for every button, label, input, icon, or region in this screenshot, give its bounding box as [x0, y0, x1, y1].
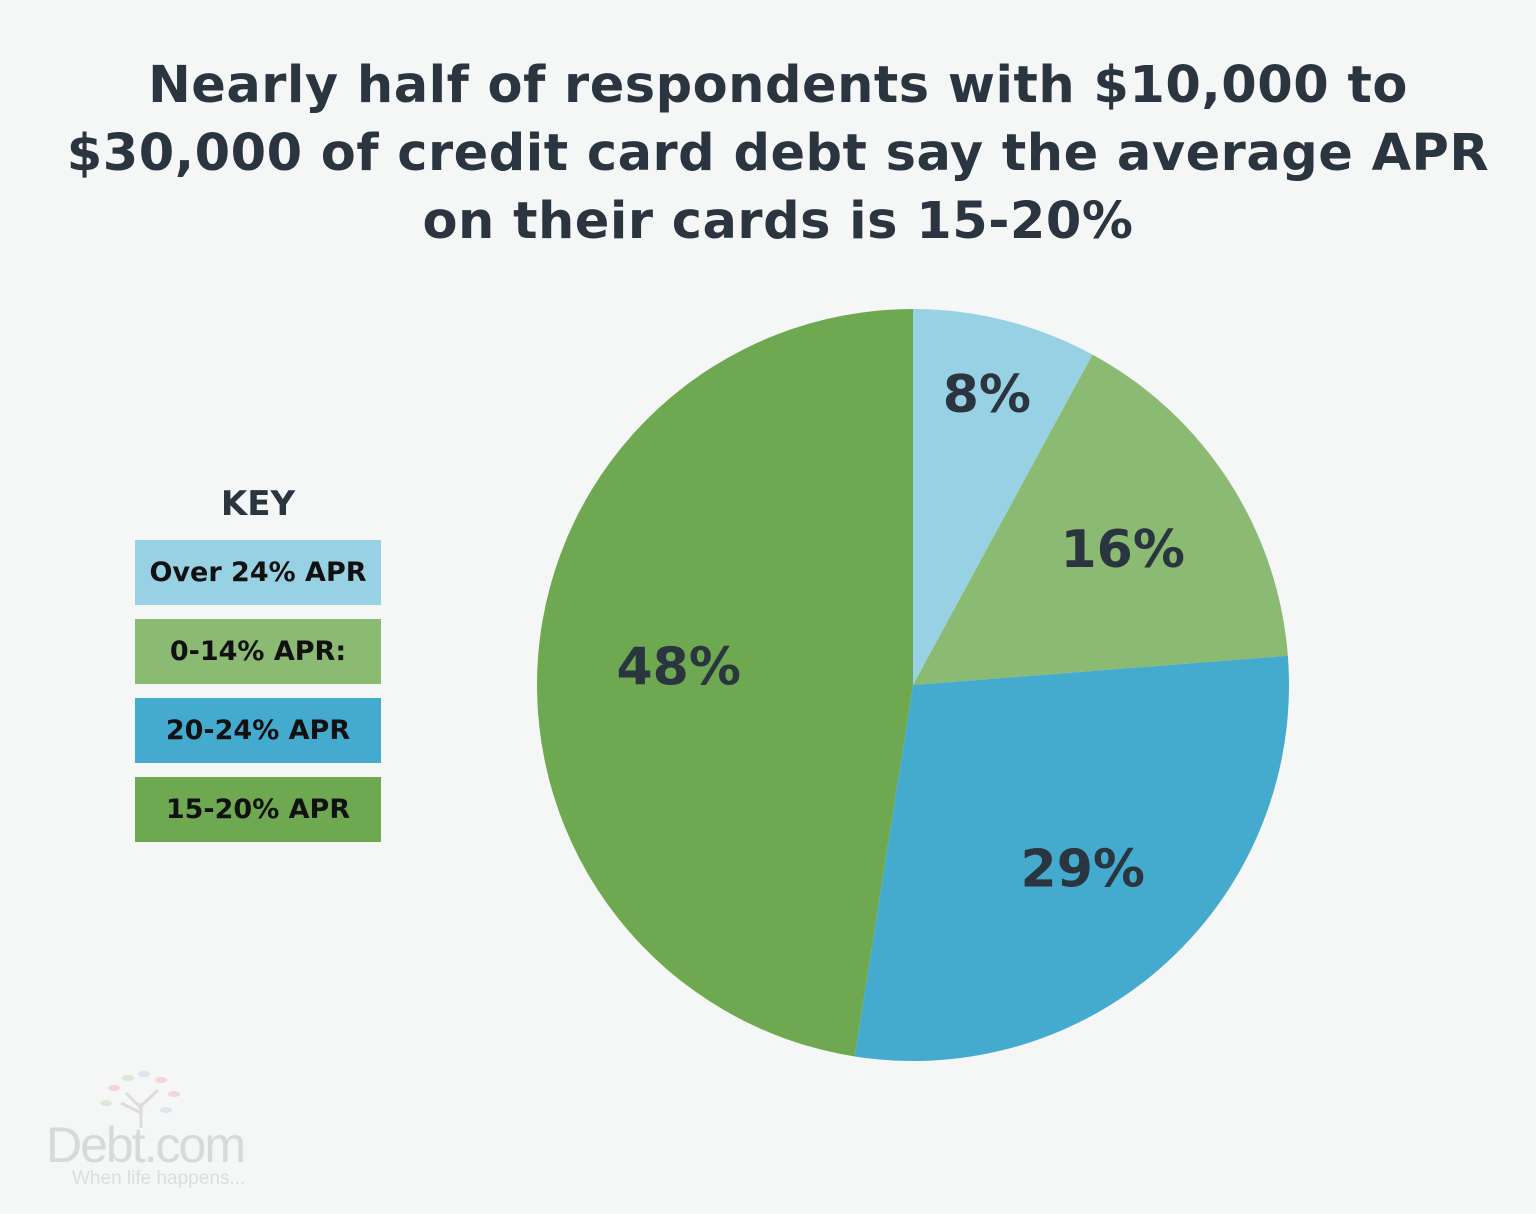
- pie-slice: [854, 655, 1290, 1061]
- pie-slice: [913, 309, 1093, 685]
- pie-slice: [537, 309, 913, 1057]
- logo-wordmark: Debt.com: [46, 1117, 246, 1173]
- legend-title: KEY: [220, 484, 296, 524]
- legend-item: 20-24% APR: [135, 698, 381, 763]
- legend-item: 0-14% APR:: [135, 619, 381, 684]
- legend-item: Over 24% APR: [135, 540, 381, 605]
- debt-com-logo: Debt.com When life happens...: [46, 1068, 296, 1198]
- pie-slice: [913, 354, 1288, 685]
- tree-icon: [100, 1071, 180, 1128]
- slice-label: 8%: [943, 365, 1031, 425]
- slice-label: 29%: [1021, 840, 1145, 900]
- slice-label: 16%: [1061, 520, 1185, 580]
- slice-label: 48%: [616, 638, 740, 698]
- logo-tagline: When life happens...: [72, 1168, 246, 1189]
- chart-title: Nearly half of respondents with $10,000 …: [66, 56, 1490, 251]
- legend-item: 15-20% APR: [135, 777, 381, 842]
- legend: KEY Over 24% APR 0-14% APR: 20-24% APR 1…: [135, 482, 381, 856]
